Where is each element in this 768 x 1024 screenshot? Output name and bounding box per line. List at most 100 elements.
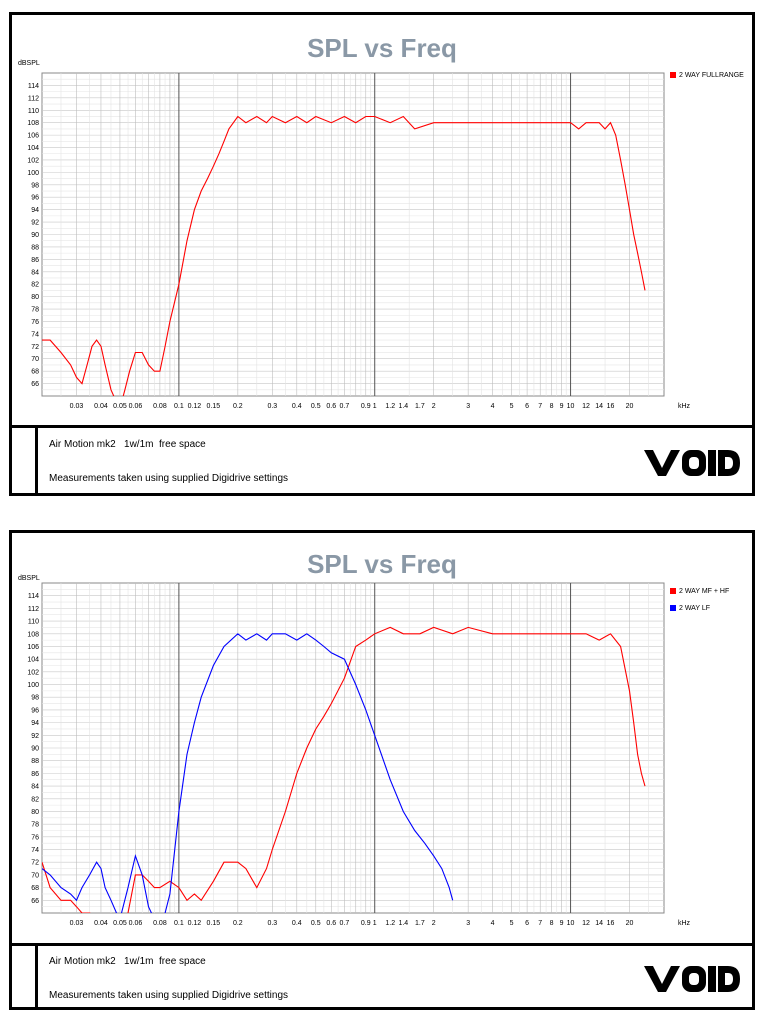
void-logo [642, 962, 742, 999]
x-tick-label: 5 [510, 920, 514, 927]
y-tick-label: 70 [31, 872, 39, 879]
y-tick-label: 88 [31, 244, 39, 251]
x-tick-label: 3 [466, 920, 470, 927]
legend-label: 2 WAY FULLRANGE [679, 72, 744, 79]
y-tick-label: 96 [31, 195, 39, 202]
x-tick-label: 2 [432, 403, 436, 410]
y-tick-label: 96 [31, 707, 39, 714]
y-tick-label: 104 [27, 657, 39, 664]
x-tick-label: 20 [626, 403, 634, 410]
y-tick-label: 84 [31, 269, 39, 276]
x-tick-label: 0.15 [207, 403, 221, 410]
x-tick-label: 0.12 [188, 920, 202, 927]
x-tick-label: 14 [595, 403, 603, 410]
y-tick-label: 74 [31, 847, 39, 854]
y-tick-label: 114 [28, 83, 39, 90]
y-axis-label: dBSPL [18, 60, 40, 67]
y-tick-label: 100 [27, 682, 39, 689]
spl-chart-svg: SPL vs FreqdBSPL666870727476788082848688… [18, 33, 744, 410]
x-tick-label: 0.04 [94, 403, 108, 410]
x-tick-label: 9 [560, 403, 564, 410]
x-tick-label: 0.6 [326, 920, 336, 927]
x-tick-label: 0.3 [267, 403, 277, 410]
x-tick-label: 0.3 [267, 920, 277, 927]
x-tick-label: 0.6 [326, 403, 336, 410]
x-tick-label: 0.03 [70, 920, 84, 927]
x-tick-label: 4 [491, 403, 495, 410]
y-tick-label: 66 [31, 898, 39, 905]
x-tick-label: 0.5 [311, 920, 321, 927]
y-tick-label: 94 [31, 720, 39, 727]
y-tick-label: 110 [28, 619, 39, 626]
x-tick-label: 1.4 [398, 920, 408, 927]
y-tick-label: 78 [31, 822, 39, 829]
x-tick-label: 0.06 [129, 403, 143, 410]
x-tick-label: 10 [567, 920, 575, 927]
void-logo-graphic [644, 966, 740, 992]
x-tick-label: 2 [432, 920, 436, 927]
series-line-2-way-mf-hf [42, 626, 646, 913]
x-tick-label: 0.9 [361, 920, 371, 927]
x-tick-label: 0.1 [174, 403, 184, 410]
y-tick-label: 106 [27, 133, 39, 140]
x-tick-label: 8 [550, 403, 554, 410]
chart-area: SPL vs Freq dBSPL 66 68 70 72 74 76 78 80 82 84 86 88… [12, 15, 752, 425]
void-logo-graphic [644, 450, 740, 476]
x-tick-label: 5 [510, 403, 514, 410]
x-tick-label: 1.2 [385, 920, 395, 927]
y-tick-label: 66 [31, 381, 39, 388]
y-tick-label: 78 [31, 307, 39, 314]
y-tick-label: 86 [31, 257, 39, 264]
x-tick-label: 0.4 [292, 920, 302, 927]
x-tick-label: 0.5 [311, 403, 321, 410]
footer-note: Measurements taken using supplied Digidr… [49, 473, 289, 484]
y-tick-label: 100 [27, 170, 39, 177]
legend-label: 2 WAY MF + HF [679, 588, 729, 595]
x-tick-label: 8 [550, 920, 554, 927]
y-tick-label: 114 [28, 593, 39, 600]
x-tick-label: 0.06 [129, 920, 143, 927]
x-tick-label: 0.15 [207, 920, 221, 927]
y-tick-label: 92 [31, 733, 39, 740]
y-tick-label: 76 [31, 834, 39, 841]
x-tick-label: 12 [582, 920, 590, 927]
x-tick-label: 0.08 [153, 920, 167, 927]
divider [12, 425, 752, 428]
x-tick-label: 0.2 [233, 403, 243, 410]
y-tick-label: 86 [31, 771, 39, 778]
footer-left-box [12, 428, 38, 493]
y-axis-label: dBSPL [18, 575, 40, 582]
x-tick-label: 6 [525, 403, 529, 410]
chart-panel-2: SPL vs Freq dBSPL 66 68 70 72 74 76 78 80 82 84 86 88… [9, 530, 755, 1010]
legend-swatch [670, 72, 676, 78]
y-tick-label: 74 [31, 331, 39, 338]
y-tick-label: 106 [27, 644, 39, 651]
y-tick-label: 80 [31, 809, 39, 816]
x-tick-label: 14 [595, 920, 603, 927]
y-tick-label: 88 [31, 758, 39, 765]
x-tick-label: 1.2 [385, 403, 395, 410]
void-logo [642, 446, 742, 483]
y-tick-label: 90 [31, 232, 39, 239]
x-tick-label: 0.05 [113, 403, 127, 410]
x-tick-label: 3 [466, 403, 470, 410]
chart-title: SPL vs Freq [307, 33, 457, 63]
y-tick-label: 68 [31, 885, 39, 892]
footer: Air Motion mk2 1w/1m free space Measurem… [12, 428, 752, 493]
x-axis-label: kHz [678, 920, 691, 927]
x-tick-label: 16 [607, 920, 615, 927]
x-tick-label: 0.7 [340, 920, 350, 927]
legend-swatch [670, 605, 676, 611]
y-tick-label: 72 [31, 344, 39, 351]
x-tick-label: 1.4 [398, 403, 408, 410]
x-tick-label: 0.08 [153, 403, 167, 410]
y-tick-label: 90 [31, 746, 39, 753]
x-tick-label: 0.12 [188, 403, 202, 410]
y-tick-label: 82 [31, 796, 39, 803]
x-tick-label: 0.9 [361, 403, 371, 410]
spl-chart-svg: SPL vs FreqdBSPL666870727476788082848688… [18, 549, 729, 927]
legend-label: 2 WAY LF [679, 605, 710, 612]
x-tick-label: 0.1 [174, 920, 184, 927]
series-line-2-way-lf [42, 633, 454, 913]
footer-description: Air Motion mk2 1w/1m free space [49, 439, 206, 450]
